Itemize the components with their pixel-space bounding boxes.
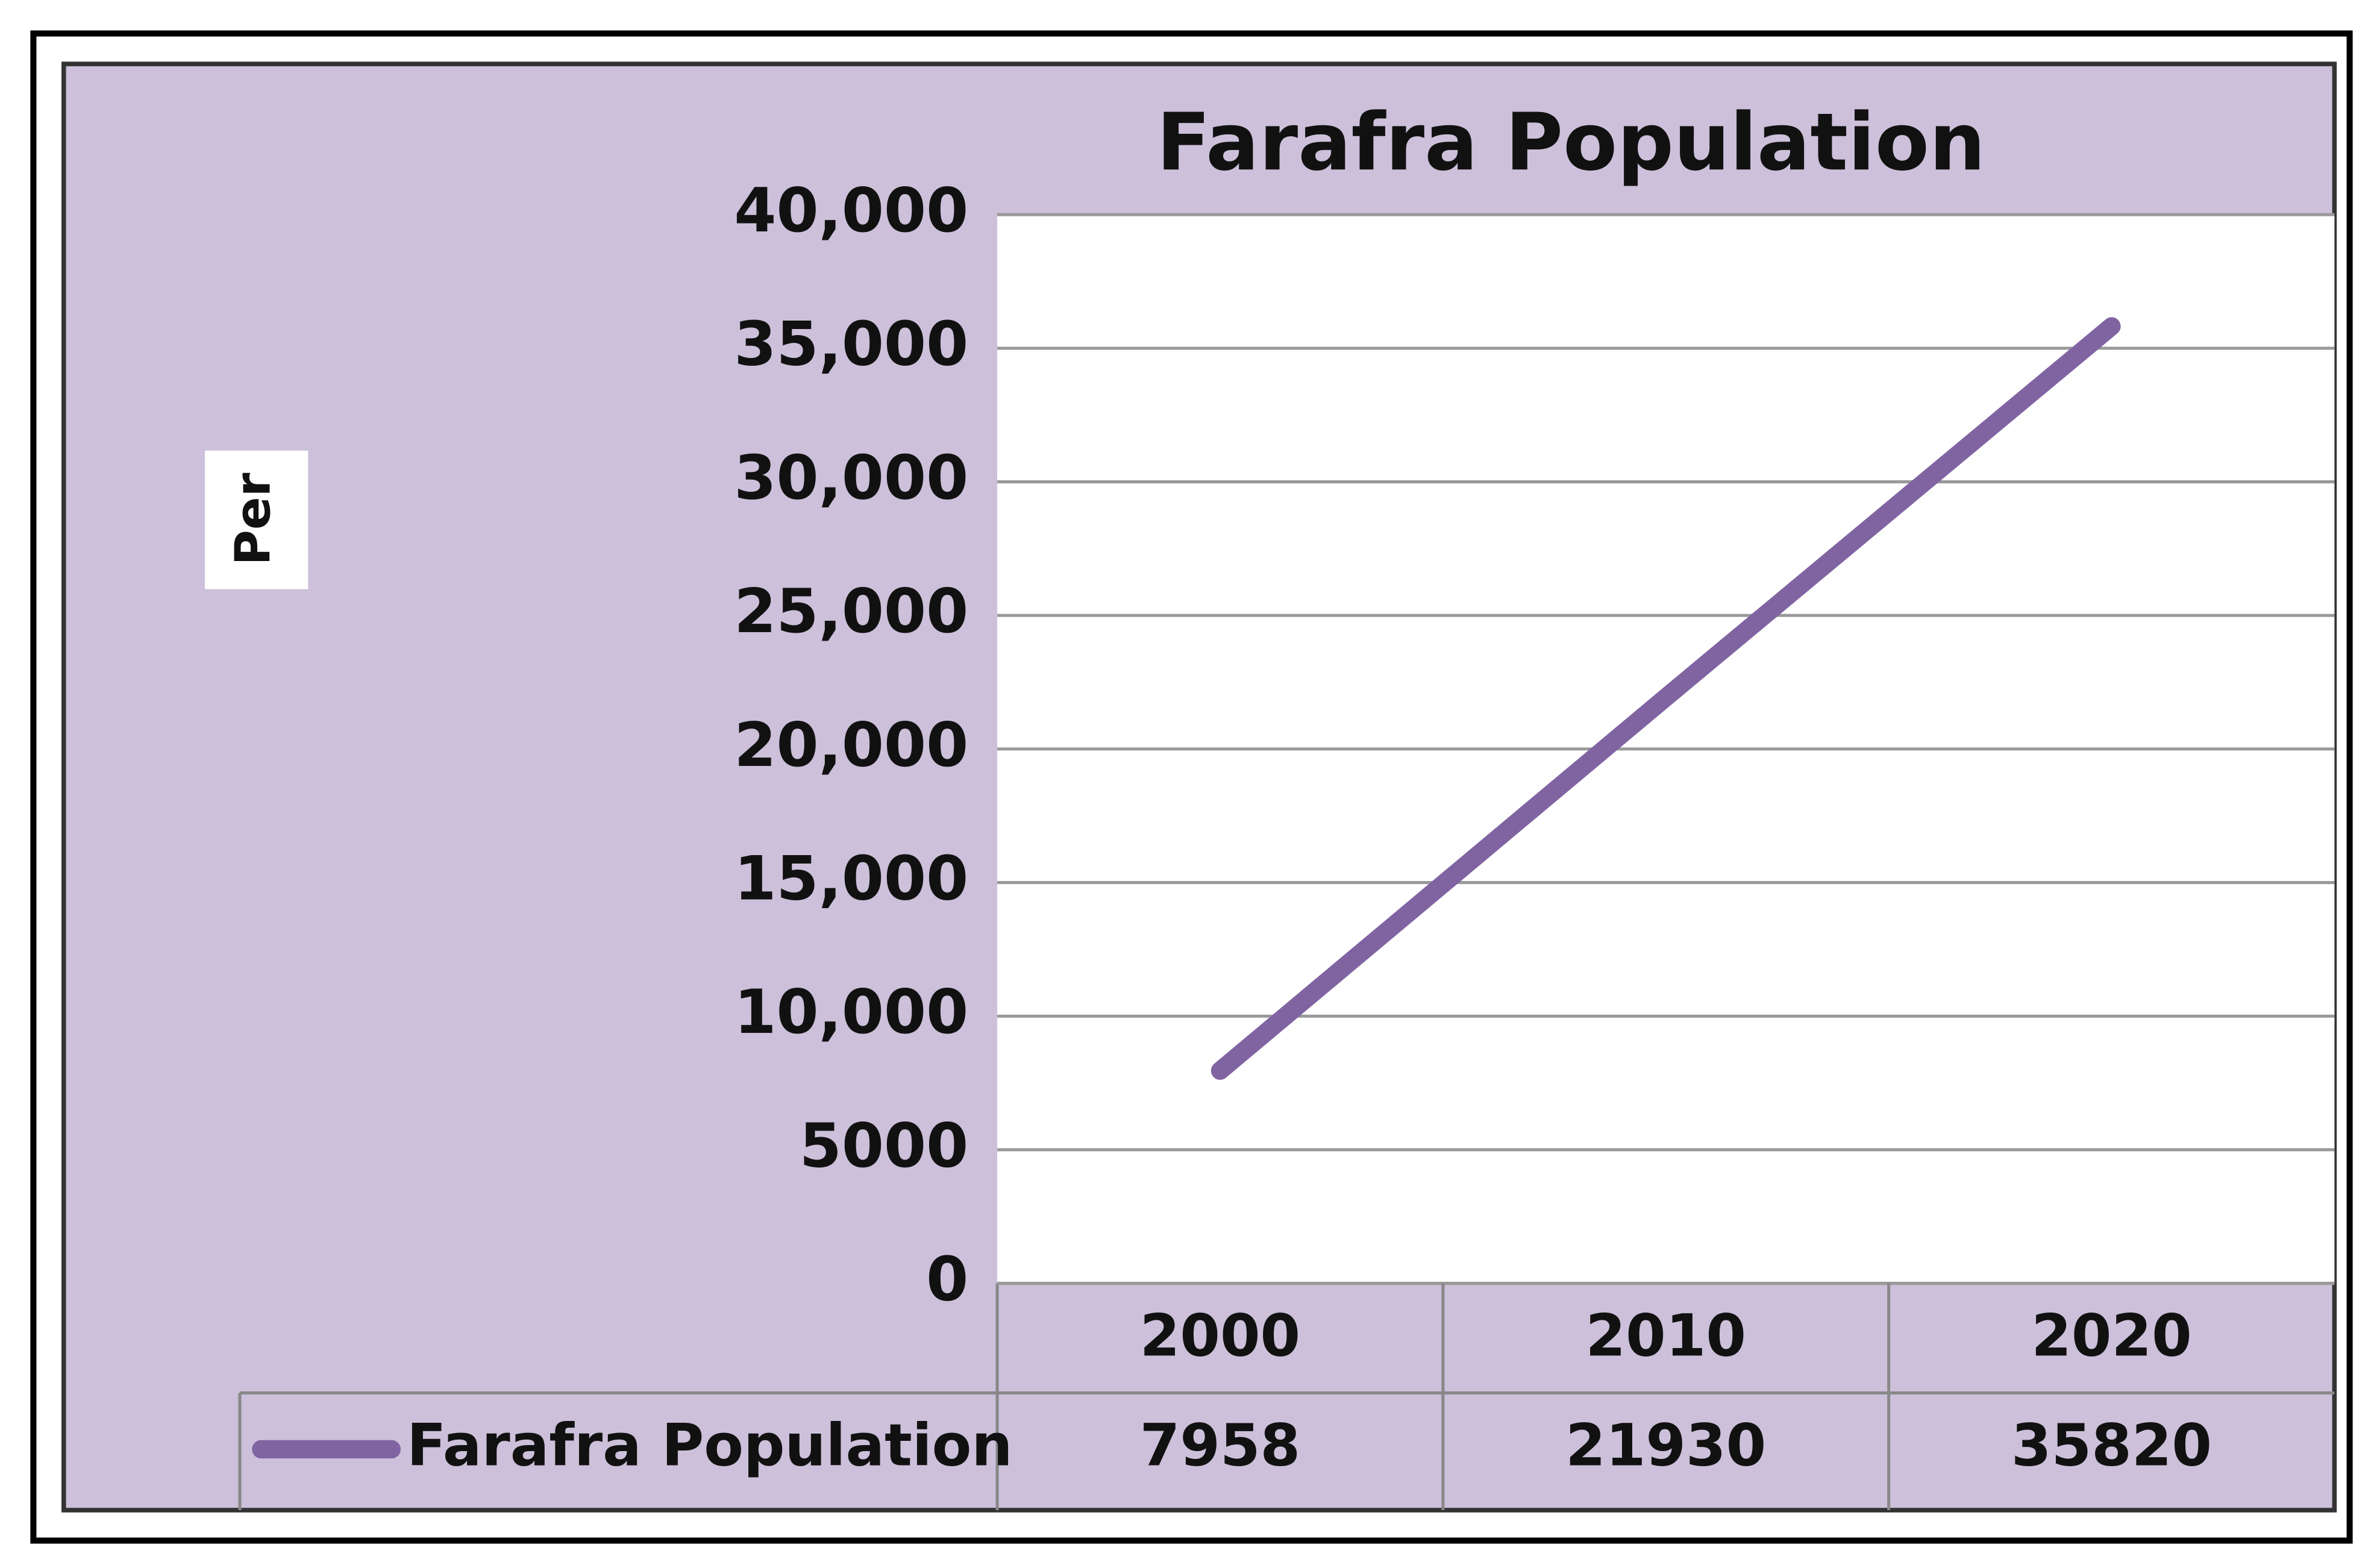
y-tick-label: 25,000 [734, 575, 968, 647]
chart-title: Farafra Population [1156, 96, 1985, 188]
y-label-box [205, 450, 308, 589]
x-tick-label: 2000 [1140, 1302, 1300, 1369]
table-value: 35820 [2011, 1411, 2212, 1479]
table-value: 21930 [1565, 1411, 1766, 1479]
series-line [1210, 317, 2121, 1080]
legend-label: Farafra Population [407, 1411, 1012, 1479]
y-axis-label: Per [225, 472, 282, 565]
y-tick-label: 30,000 [734, 442, 968, 513]
y-tick-label: 5000 [800, 1110, 968, 1181]
y-tick-label: 40,000 [734, 175, 968, 246]
y-tick-label: 20,000 [734, 709, 968, 780]
y-tick-label: 10,000 [734, 976, 968, 1047]
table-value: 7958 [1140, 1411, 1300, 1479]
x-tick-label: 2020 [2031, 1302, 2191, 1369]
y-tick-label: 35,000 [734, 309, 968, 380]
y-tick-label: 15,000 [734, 842, 968, 914]
y-tick-label: 0 [926, 1243, 968, 1314]
x-tick-label: 2010 [1586, 1302, 1746, 1369]
